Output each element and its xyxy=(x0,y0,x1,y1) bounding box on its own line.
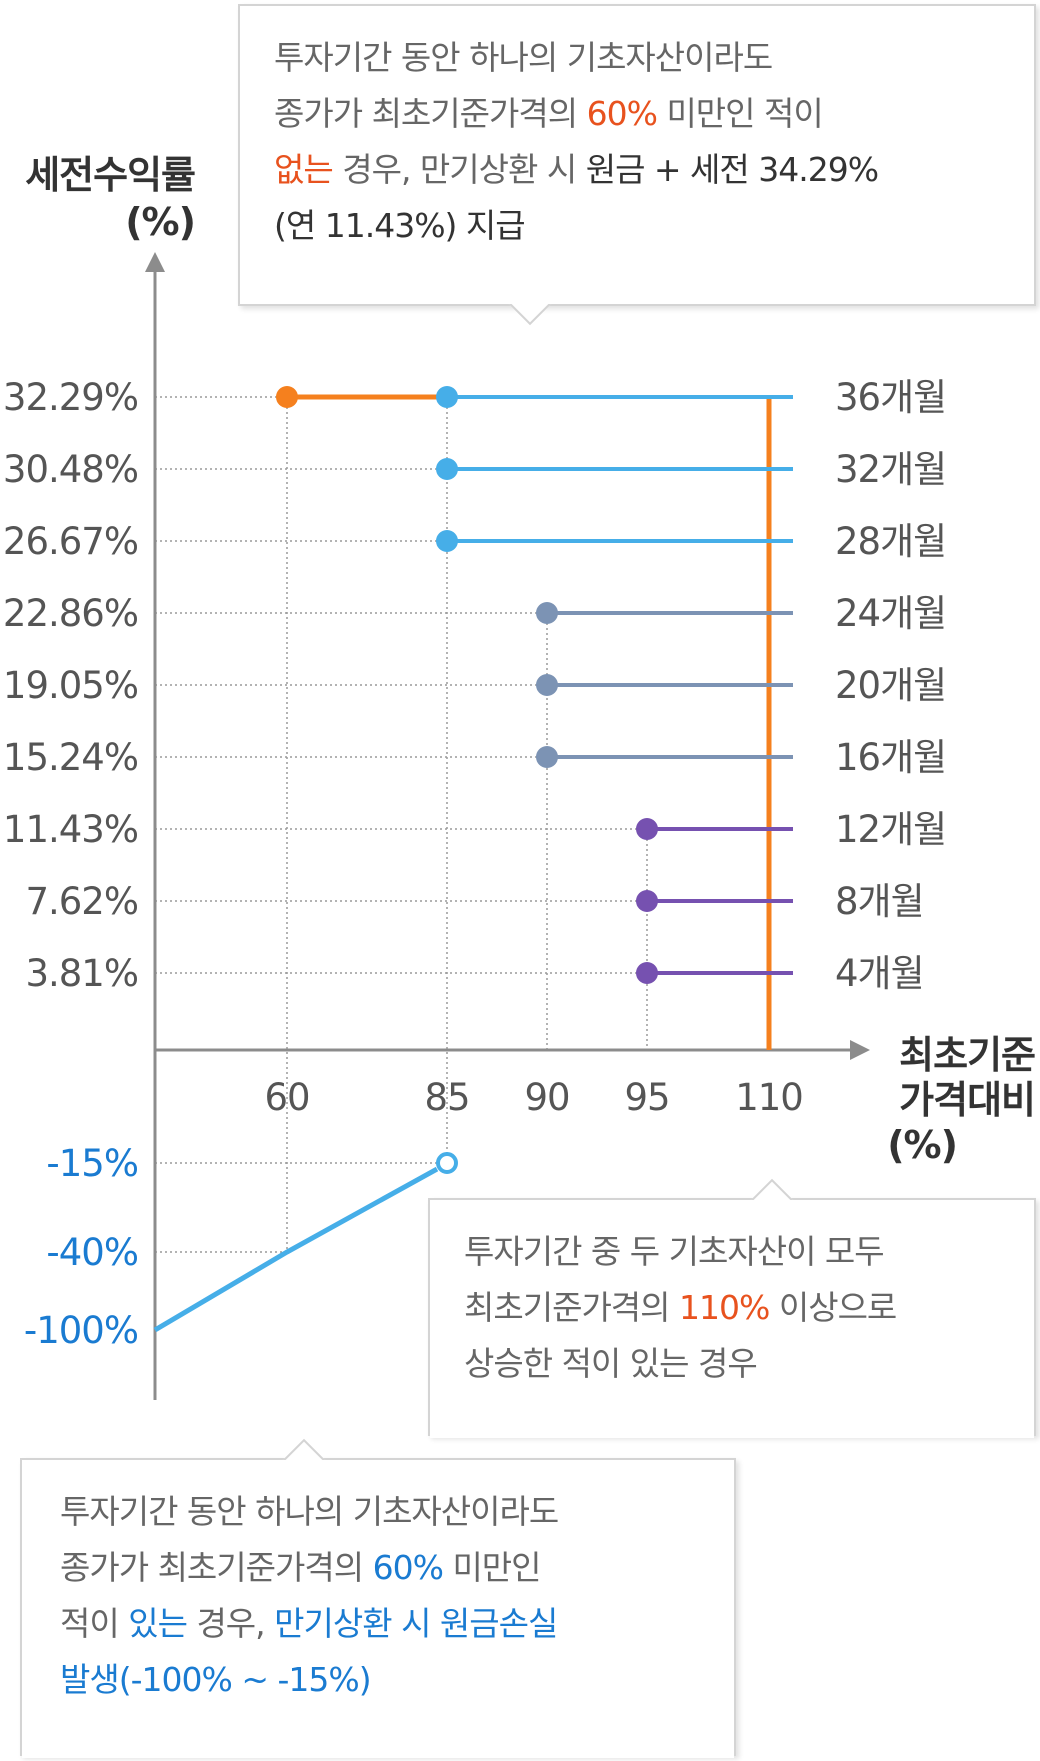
callout-text: 투자기간 동안 하나의 기초자산이라도 xyxy=(274,38,773,77)
series-label: 8개월 xyxy=(835,880,924,923)
x-tick-label: 95 xyxy=(624,1076,669,1119)
series-point-8개월 xyxy=(636,890,658,912)
callout-line: 투자기간 동안 하나의 기초자산이라도 xyxy=(60,1484,696,1540)
callout-body: 투자기간 중 두 기초자산이 모두 최초기준가격의 110% 이상으로 상승한 … xyxy=(430,1200,1034,1438)
callout-text: 종가가 최초기준가격의 xyxy=(274,94,587,133)
callout-text: 투자기간 중 두 기초자산이 모두 xyxy=(464,1232,885,1271)
series-point-4개월 xyxy=(636,962,658,984)
callout-text: 미만인 xyxy=(442,1548,541,1587)
loss-line xyxy=(153,1166,439,1333)
callout-highlight: 없는 xyxy=(274,150,334,189)
y-tick-label: 3.81% xyxy=(25,952,138,995)
y-tick-label-negative: -15% xyxy=(46,1142,138,1185)
callout-body: 투자기간 동안 하나의 기초자산이라도 종가가 최초기준가격의 60% 미만인 … xyxy=(240,6,1034,304)
series-label: 28개월 xyxy=(835,520,946,563)
callout-text: 미만인 적이 xyxy=(656,94,823,133)
callout-text: 종가가 최초기준가격의 xyxy=(60,1548,373,1587)
y-tick-label: 32.29% xyxy=(3,376,138,419)
series-point-32개월 xyxy=(436,458,458,480)
y-tick-label: 15.24% xyxy=(3,736,138,779)
callout-highlight: 만기상환 시 원금손실 xyxy=(274,1604,558,1643)
y-tick-label: 11.43% xyxy=(3,808,138,851)
y-tick-label: 22.86% xyxy=(3,592,138,635)
callout-knock-in-loss: 투자기간 동안 하나의 기초자산이라도 종가가 최초기준가격의 60% 미만인 … xyxy=(20,1438,736,1758)
x-axis-title-line2: 가격대비 xyxy=(899,1078,1035,1122)
callout-text: 이상으로 xyxy=(769,1288,897,1327)
callout-line: 상승한 적이 있는 경우 xyxy=(464,1336,1000,1392)
y-axis-title-line1: 세전수익률 xyxy=(25,153,195,197)
y-tick-label: 26.67% xyxy=(3,520,138,563)
callout-line: 발생(-100% ~ -15%) xyxy=(60,1652,696,1708)
loss-line-endpoint xyxy=(436,1152,458,1174)
callout-no-knock-in: 투자기간 동안 하나의 기초자산이라도 종가가 최초기준가격의 60% 미만인 … xyxy=(238,4,1036,326)
callout-line: 종가가 최초기준가격의 60% 미만인 xyxy=(60,1540,696,1596)
callout-highlight: 60% xyxy=(586,94,658,133)
callout-text: 경우, xyxy=(186,1604,275,1643)
callout-line: 적이 있는 경우, 만기상환 시 원금손실 xyxy=(60,1596,696,1652)
tick-labels: 32.29% 30.48% 26.67% 22.86% 19.05% 15.24% 11.4… xyxy=(3,376,947,1352)
x-tick-label: 85 xyxy=(424,1076,469,1119)
series-label: 12개월 xyxy=(835,808,946,851)
callout-highlight: (연 11.43%) 지급 xyxy=(274,206,526,245)
x-tick-label: 60 xyxy=(264,1076,309,1119)
y-tick-label-negative: -100% xyxy=(24,1309,138,1352)
callout-body: 투자기간 동안 하나의 기초자산이라도 종가가 최초기준가격의 60% 미만인 … xyxy=(22,1460,734,1758)
x-axis-title-line1: 최초기준 xyxy=(899,1033,1035,1077)
series-label: 16개월 xyxy=(835,736,946,779)
callout-line: 종가가 최초기준가격의 60% 미만인 적이 xyxy=(274,86,1000,142)
callout-line: (연 11.43%) 지급 xyxy=(274,198,1000,254)
callout-highlight: 110% xyxy=(679,1288,770,1327)
gridlines xyxy=(155,396,648,1253)
callout-line: 투자기간 동안 하나의 기초자산이라도 xyxy=(274,30,1000,86)
axes xyxy=(145,252,870,1400)
callout-knock-out: 투자기간 중 두 기초자산이 모두 최초기준가격의 110% 이상으로 상승한 … xyxy=(428,1178,1036,1438)
callout-highlight: 원금 + 세전 34.29% xyxy=(585,150,879,189)
series-label: 32개월 xyxy=(835,448,946,491)
x-tick-label: 90 xyxy=(524,1076,569,1119)
callout-line: 최초기준가격의 110% 이상으로 xyxy=(464,1280,1000,1336)
series-label: 20개월 xyxy=(835,664,946,707)
callout-text: 상승한 적이 있는 경우 xyxy=(464,1344,758,1383)
y-tick-label: 19.05% xyxy=(3,664,138,707)
callout-line: 없는 경우, 만기상환 시 원금 + 세전 34.29% xyxy=(274,142,1000,198)
x-tick-label: 110 xyxy=(735,1076,803,1119)
y-tick-label-negative: -40% xyxy=(46,1231,138,1274)
series-point-12개월 xyxy=(636,818,658,840)
callout-highlight: 있는 xyxy=(128,1604,188,1643)
x-axis-title-line3: (%) xyxy=(887,1123,957,1167)
y-tick-label: 7.62% xyxy=(25,880,138,923)
series-point-28개월 xyxy=(436,530,458,552)
callout-text: 적이 xyxy=(60,1604,129,1643)
series-label: 4개월 xyxy=(835,952,924,995)
y-axis-arrow xyxy=(145,252,165,272)
callout-highlight: 발생(-100% ~ -15%) xyxy=(60,1660,372,1699)
series-point-36개월 xyxy=(436,386,458,408)
y-tick-label: 30.48% xyxy=(3,448,138,491)
callout-line: 투자기간 중 두 기초자산이 모두 xyxy=(464,1224,1000,1280)
series-label: 24개월 xyxy=(835,592,946,635)
series-point-16개월 xyxy=(536,746,558,768)
series-layer xyxy=(153,386,793,1333)
callout-text: 최초기준가격의 xyxy=(464,1288,680,1327)
callout-text: 투자기간 동안 하나의 기초자산이라도 xyxy=(60,1492,559,1531)
knock-in-point xyxy=(276,386,298,408)
y-axis-title-line2: (%) xyxy=(125,200,195,244)
series-label: 36개월 xyxy=(835,376,946,419)
series-point-24개월 xyxy=(536,602,558,624)
callout-highlight: 60% xyxy=(372,1548,444,1587)
series-point-20개월 xyxy=(536,674,558,696)
callout-text: 경우, 만기상환 시 xyxy=(332,150,586,189)
x-axis-arrow xyxy=(850,1040,870,1060)
